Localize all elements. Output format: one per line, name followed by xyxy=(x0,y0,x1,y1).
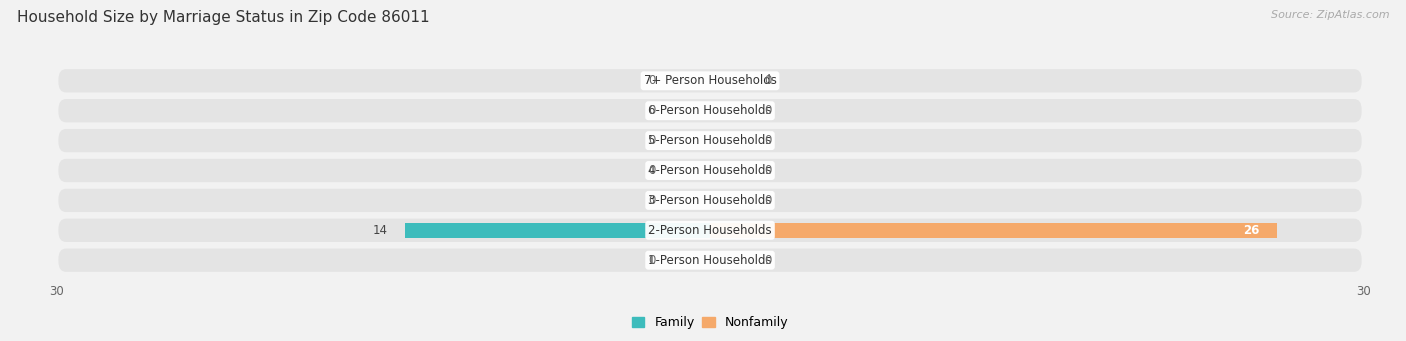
Text: 0: 0 xyxy=(765,254,772,267)
Text: 0: 0 xyxy=(648,254,655,267)
Text: 0: 0 xyxy=(765,164,772,177)
Legend: Family, Nonfamily: Family, Nonfamily xyxy=(627,311,793,335)
FancyBboxPatch shape xyxy=(59,159,1361,182)
Text: Source: ZipAtlas.com: Source: ZipAtlas.com xyxy=(1271,10,1389,20)
FancyBboxPatch shape xyxy=(59,219,1361,242)
Text: 0: 0 xyxy=(765,194,772,207)
Text: 0: 0 xyxy=(648,164,655,177)
Text: 3-Person Households: 3-Person Households xyxy=(648,194,772,207)
Bar xyxy=(405,223,710,238)
Bar xyxy=(710,223,1277,238)
Text: 0: 0 xyxy=(765,104,772,117)
FancyBboxPatch shape xyxy=(59,189,1361,212)
Text: 5-Person Households: 5-Person Households xyxy=(648,134,772,147)
Text: 2-Person Households: 2-Person Households xyxy=(648,224,772,237)
Text: 4-Person Households: 4-Person Households xyxy=(648,164,772,177)
Text: 7+ Person Households: 7+ Person Households xyxy=(644,74,776,87)
FancyBboxPatch shape xyxy=(59,69,1361,92)
Text: 0: 0 xyxy=(648,104,655,117)
Text: 26: 26 xyxy=(1243,224,1260,237)
FancyBboxPatch shape xyxy=(59,99,1361,122)
Text: 0: 0 xyxy=(648,194,655,207)
FancyBboxPatch shape xyxy=(59,249,1361,272)
Text: 1-Person Households: 1-Person Households xyxy=(648,254,772,267)
Text: 0: 0 xyxy=(648,74,655,87)
Text: 0: 0 xyxy=(765,74,772,87)
Text: 6-Person Households: 6-Person Households xyxy=(648,104,772,117)
Text: 0: 0 xyxy=(765,134,772,147)
Text: 14: 14 xyxy=(373,224,388,237)
Text: Household Size by Marriage Status in Zip Code 86011: Household Size by Marriage Status in Zip… xyxy=(17,10,429,25)
Text: 0: 0 xyxy=(648,134,655,147)
FancyBboxPatch shape xyxy=(59,129,1361,152)
